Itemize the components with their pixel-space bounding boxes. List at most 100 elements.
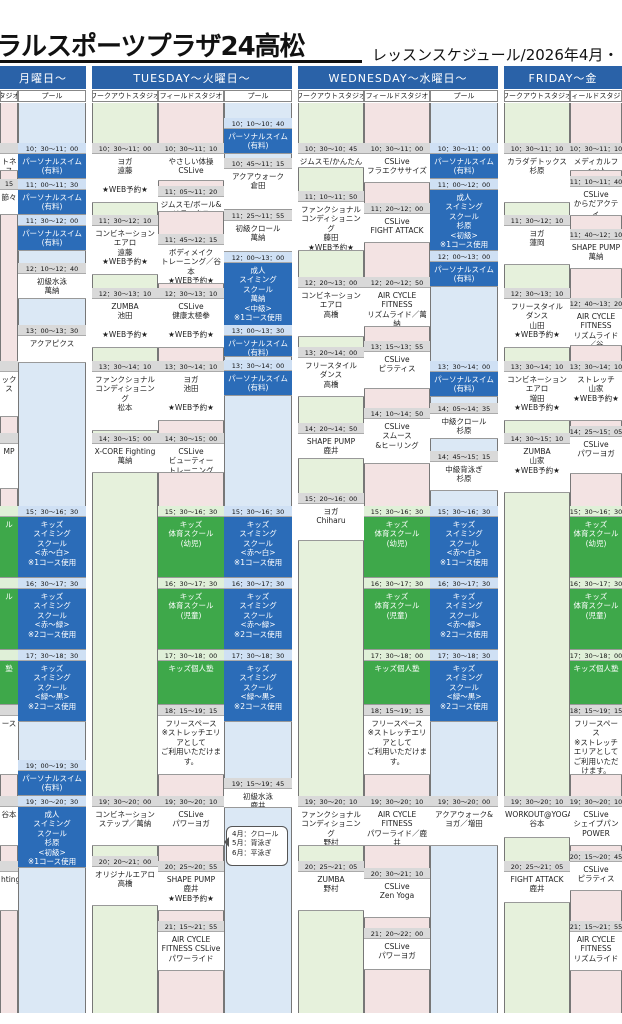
lesson-body: ZUMBA 山家 ★WEB予約★ (514, 447, 560, 475)
lesson-body: CSLive からだアクティ (573, 190, 619, 216)
lesson-body: CSLive スムース &ヒーリング (375, 422, 419, 450)
lesson-cell: 12：20〜12：50 AIR CYCLE FITNESS リズムライド／萬納 ★… (364, 277, 430, 327)
lesson-time: 11：30〜12：00 (18, 215, 86, 226)
lesson-time: 21：20〜22：00 (364, 928, 430, 939)
lesson-body: キッズ スイミング スクール <緑〜黒> ※2コース使用 (439, 664, 489, 711)
lesson-time: 10：30〜11：10 (158, 143, 224, 154)
lesson-time: 13：00〜13：30 (18, 325, 86, 336)
lesson-body: パーソナルスイム (有料) (228, 339, 288, 357)
lesson-body: 塾 (5, 664, 13, 673)
lesson-body: キッズ スイミング スクール <赤〜白> ※1コース使用 (233, 520, 283, 567)
lesson-body: ボディメイク トレーニング／谷本 ★WEB予約★ (161, 248, 221, 284)
schedule-subtitle: レッスンスケジュール/2026年4月・ (372, 46, 619, 64)
lesson-time: 11：25〜11：55 (224, 210, 292, 221)
lesson-body: ZUMBA 池田 ★WEB予約★ (102, 302, 148, 340)
lesson-body: CSLive 健康太極拳 ★WEB予約★ (168, 302, 214, 340)
lesson-time: 12：30〜13：10 (92, 288, 158, 299)
lesson-time: 19：00〜19：30 (18, 760, 86, 771)
lesson-body: フリースタイル ダンス 山田 ★WEB予約★ (510, 302, 564, 340)
lesson-cell: 17：30〜18：00 キッズ個人塾 (570, 650, 622, 705)
lesson-time: 18：15〜19：15 (570, 705, 622, 716)
lesson-body: ファンクショナル コンディショニング 松本 (95, 375, 155, 413)
lesson-cell: 14：45〜15：15 中級背泳ぎ 杉原 (430, 451, 498, 491)
lesson-time: 17：30〜18：30 (18, 650, 86, 661)
lesson-time (0, 506, 18, 517)
lesson-body: X-CORE Fighting 萬納 (94, 447, 156, 466)
lesson-cell: 10：30〜11：00 ヨガ 遠藤 ★WEB予約★ (92, 143, 158, 203)
lesson-time: 21：15〜21：55 (158, 921, 224, 932)
lesson-body: キッズ スイミング スクール <緑〜黒> ※2コース使用 (233, 664, 283, 711)
lesson-time: 13：20〜14：00 (298, 347, 364, 358)
lesson-cell: ックス (0, 361, 18, 417)
lesson-body: フリースペース ※ストレッチエリアとして ご利用いただけます。 (573, 719, 619, 775)
lesson-cell: 11：30〜12：10 ヨガ 蓮岡 (504, 215, 570, 265)
lesson-body: アクアウォーク 倉田 (231, 172, 285, 191)
lesson-time: 15：30〜16：30 (430, 506, 498, 517)
lesson-cell: 14：30〜15：00 CSLive ビューティー トレーニング (158, 433, 224, 473)
lesson-cell: 18：15〜19：15 フリースペース ※ストレッチエリアとして ご利用いただけま… (364, 705, 430, 775)
lesson-time: 14：25〜15：05 (570, 426, 622, 437)
lesson-cell: 13：30〜14：00 パーソナルスイム (有料) (224, 360, 292, 396)
lesson-body: 成人 スイミング スクール 萬納 <中級> ※1コース使用 (233, 266, 283, 322)
lesson-time: 11：30〜12：10 (504, 215, 570, 226)
lesson-body: パーソナルスイム (有料) (22, 157, 82, 176)
lesson-cell: ル (0, 506, 18, 578)
lesson-cell: 21：15〜21：55 AIR CYCLE FITNESS リズムライド (570, 921, 622, 971)
lesson-body: CSLive ビューティー トレーニング (168, 447, 214, 473)
lesson-cell: 14：30〜15：10 ZUMBA 山家 ★WEB予約★ (504, 433, 570, 493)
lesson-body: 中級クロール 杉原 (441, 417, 487, 436)
lesson-cell: 10：30〜10：45 ジムスモ/かんたんストレッチ (298, 143, 364, 168)
lesson-cell: 18：15〜19：15 フリースペース ※ストレッチエリアとして ご利用いただけま… (158, 705, 224, 775)
lesson-cell: 10：45〜11：15 アクアウォーク 倉田 (224, 158, 292, 210)
lesson-body: パーソナルスイム (有料) (22, 193, 82, 212)
lesson-time: 16：30〜17：30 (570, 578, 622, 589)
lesson-time: 19：30〜20：10 (298, 796, 364, 807)
lesson-body: キッズ 体育スクール (児童) (573, 592, 619, 620)
lesson-time (0, 796, 18, 807)
lesson-time: 12：20〜12：50 (364, 277, 430, 288)
lesson-cell: 15 節々 (0, 179, 18, 215)
lesson-cell: 13：30〜14：10 ファンクショナル コンディショニング 松本 (92, 361, 158, 431)
lesson-time: 11：05〜11：20 (158, 186, 224, 197)
lesson-cell: 20：25〜20：55 SHAPE PUMP 鹿井 ★WEB予約★ (158, 861, 224, 911)
lesson-cell: 12：30〜13：10 フリースタイル ダンス 山田 ★WEB予約★ (504, 288, 570, 348)
col-header-field: フィールドスタジオ (570, 90, 622, 102)
lesson-cell: 11：20〜12：00 CSLive FIGHT ATTACK (364, 203, 430, 243)
lesson-body: ヨガ 遠藤 ★WEB予約★ (102, 157, 148, 195)
col-header-studio: タジオ (0, 90, 18, 102)
lesson-cell: 11：45〜12：15 ボディメイク トレーニング／谷本 ★WEB予約★ (158, 234, 224, 284)
lesson-cell: 17：30〜18：00 キッズ個人塾 (364, 650, 430, 705)
lesson-body: パーソナルスイム (有料) (434, 265, 494, 284)
lesson-body: ジムスモ/かんたんストレッチ (299, 157, 363, 167)
lesson-body: キッズ個人塾 (573, 664, 619, 673)
lesson-body: キッズ スイミング スクール <赤〜緑> ※2コース使用 (439, 592, 489, 639)
lesson-cell: 11：05〜11：20 ジムスモ/ボール&リラックス (158, 186, 224, 212)
lesson-body: メディカルフィット (573, 157, 619, 171)
lesson-body: 谷本 (1, 810, 17, 819)
lesson-cell: 13：00〜13：30 パーソナルスイム (有料) (224, 325, 292, 357)
lesson-cell: 11：00〜11：30 パーソナルスイム (有料) (18, 179, 86, 215)
col-header-workout: ワークアウトスタジオ (92, 90, 158, 102)
lesson-cell: 10：30〜11：10 メディカルフィット (570, 143, 622, 171)
lesson-time: 12：00〜13：00 (224, 252, 292, 263)
lesson-cell: ース (0, 705, 18, 775)
lesson-time (0, 143, 18, 154)
lesson-time: 10：30〜11：00 (364, 143, 430, 154)
lesson-body: WORKOUT@YOGA 谷本 (505, 810, 570, 829)
lesson-body: パーソナルスイム (有料) (434, 157, 494, 176)
lesson-body: ル (5, 520, 13, 529)
lesson-body: キッズ スイミング スクール <赤〜緑> ※2コース使用 (233, 592, 283, 639)
lesson-body: SHAPE PUMP 鹿井 ★WEB予約★ (166, 875, 216, 903)
lesson-cell: 12：20〜13：00 コンビネーション エアロ 高橋 (298, 277, 364, 337)
lesson-time: 19：30〜20：30 (18, 796, 86, 807)
lesson-time: 10：30〜11：10 (504, 143, 570, 154)
lesson-time: 11：45〜12：15 (158, 234, 224, 245)
lesson-cell: 14：20〜14：50 SHAPE PUMP 鹿井 (298, 423, 364, 459)
lesson-time: 19：30〜20：10 (158, 796, 224, 807)
lesson-cell: 21：15〜21：55 AIR CYCLE FITNESS CSLive パワーラ… (158, 921, 224, 971)
lesson-cell: 14：10〜14：50 CSLive スムース &ヒーリング (364, 408, 430, 464)
lesson-cell: 10：30〜11：00 パーソナルスイム (有料) (18, 143, 86, 179)
lesson-time: 11：00〜11：30 (18, 179, 86, 190)
lesson-body: キッズ スイミング スクール <赤〜緑> ※2コース使用 (27, 592, 77, 639)
